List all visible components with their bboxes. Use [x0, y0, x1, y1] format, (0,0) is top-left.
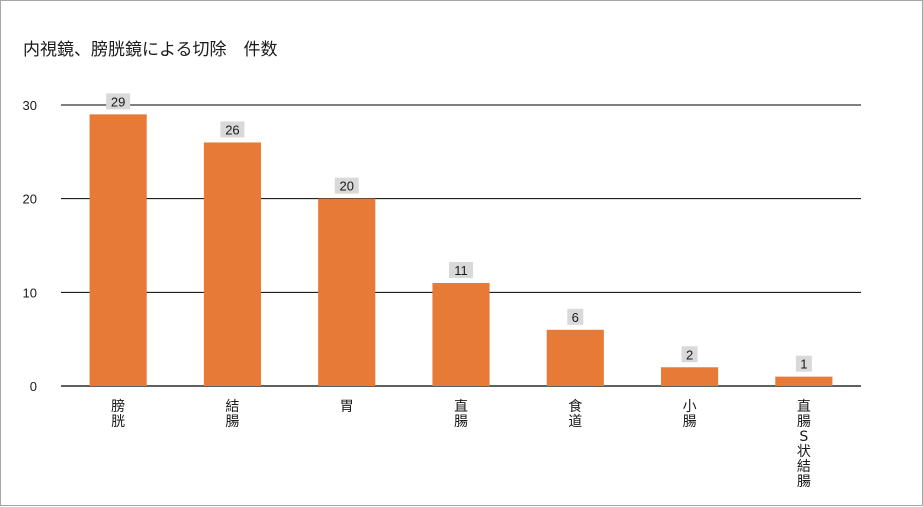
data-label-bg	[334, 177, 359, 194]
data-label-bg	[220, 121, 245, 138]
y-tick-label: 20	[23, 192, 37, 207]
data-label-bg	[567, 308, 584, 325]
data-label: 1	[800, 357, 807, 372]
data-label: 6	[572, 310, 579, 325]
bar	[546, 329, 604, 386]
bar	[432, 282, 490, 386]
category-label: 胃	[340, 399, 354, 415]
bar	[89, 114, 147, 386]
category-label: 直腸 S 状結腸	[797, 398, 811, 490]
bar	[203, 142, 261, 386]
data-label-bg	[449, 261, 473, 278]
y-tick-label: 10	[23, 285, 37, 300]
data-label-bg	[795, 355, 812, 372]
category-label: 結腸	[225, 399, 239, 430]
bar	[661, 367, 719, 386]
category-label: 小腸	[683, 399, 697, 430]
bar	[775, 376, 833, 386]
category-label: 直腸	[454, 398, 468, 430]
y-tick-label: 0	[30, 379, 37, 394]
y-tick-label: 30	[23, 98, 37, 113]
chart-title: 内視鏡、膀胱鏡による切除 件数	[23, 40, 278, 60]
data-label: 2	[686, 347, 693, 362]
data-label: 26	[225, 122, 239, 137]
category-label: 膀胱	[111, 398, 125, 430]
data-label: 20	[339, 179, 353, 194]
category-label: 食道	[568, 398, 582, 430]
data-label-bg	[106, 93, 131, 110]
bar	[318, 198, 376, 386]
data-label: 11	[454, 263, 468, 278]
data-label-bg	[681, 346, 698, 363]
data-label: 29	[111, 94, 125, 109]
